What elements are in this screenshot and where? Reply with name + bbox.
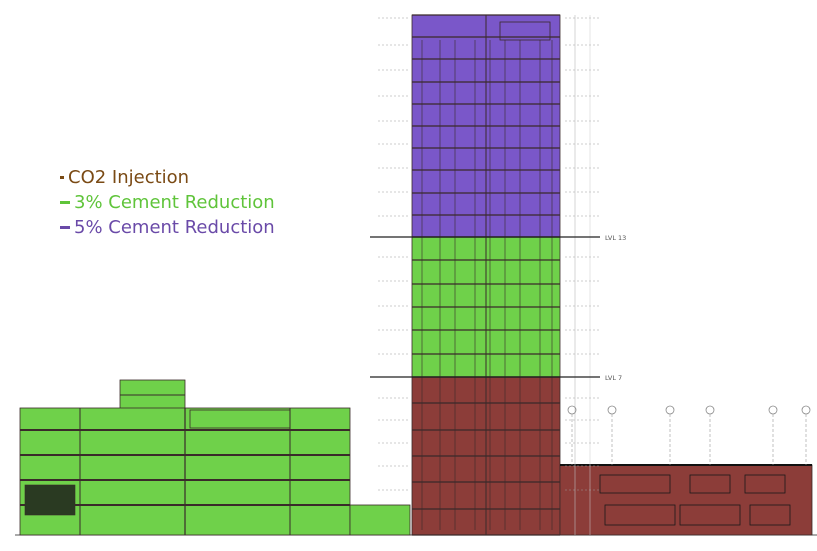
legend-item-5-percent: 5% Cement Reduction [60, 215, 275, 240]
low-rise-building-right [559, 464, 813, 536]
legend-swatch-3-percent [60, 201, 70, 204]
lvl13-label: LVL 13 [605, 234, 626, 242]
legend-label-co2: CO2 Injection [68, 167, 190, 188]
column-grid-markers [567, 405, 811, 465]
level-ticks [378, 15, 600, 535]
lvl7-label: LVL 7 [605, 374, 622, 382]
podium-floor-lines [20, 394, 350, 535]
legend: CO2 Injection 3% Cement Reduction 5% Cem… [60, 165, 275, 240]
right-building-windows [560, 464, 812, 526]
legend-label-5-percent: 5% Cement Reduction [74, 217, 275, 238]
legend-swatch-5-percent [60, 226, 70, 229]
podium-ground-extension [349, 504, 411, 536]
legend-item-co2: CO2 Injection [60, 165, 275, 190]
legend-item-3-percent: 3% Cement Reduction [60, 190, 275, 215]
legend-label-3-percent: 3% Cement Reduction [74, 192, 275, 213]
legend-swatch-co2 [60, 176, 64, 179]
level-markers: LVL 13 LVL 7 [370, 234, 626, 382]
